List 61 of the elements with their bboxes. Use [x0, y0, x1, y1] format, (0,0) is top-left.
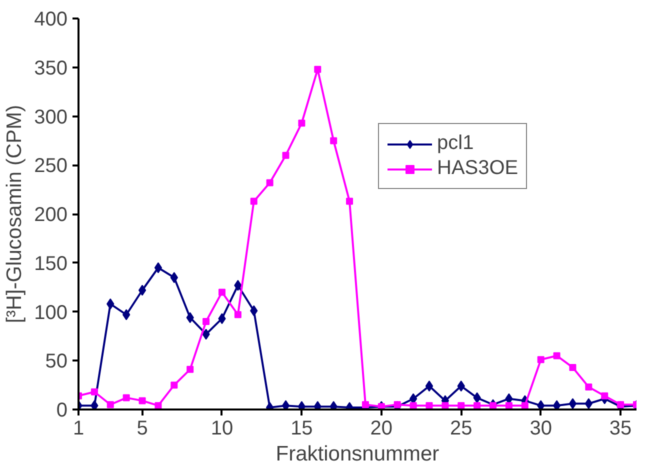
x-tick-label: 20 — [370, 418, 393, 440]
point — [584, 398, 593, 410]
y-tick-label: 200 — [34, 204, 68, 226]
point — [122, 309, 130, 320]
point — [218, 288, 226, 296]
y-tick-label: 400 — [34, 8, 68, 30]
point — [138, 397, 146, 404]
y-tick-label: 350 — [34, 57, 68, 80]
point — [154, 262, 162, 274]
y-tick-label: 0 — [56, 400, 68, 422]
point — [442, 402, 449, 410]
y-tick-label: 250 — [34, 155, 68, 178]
x-tick-label: 10 — [210, 418, 234, 440]
legend-label: HAS3OE — [437, 157, 518, 180]
point — [202, 318, 210, 326]
point — [569, 364, 576, 371]
point — [346, 198, 354, 205]
point — [170, 382, 178, 389]
point — [138, 284, 146, 296]
point — [186, 366, 194, 373]
point — [330, 137, 338, 144]
point — [425, 380, 434, 392]
point — [282, 152, 290, 159]
x-tick-label: 15 — [290, 418, 313, 440]
point — [537, 400, 545, 410]
point — [537, 356, 544, 364]
point — [122, 394, 130, 402]
point — [314, 66, 322, 73]
point — [458, 402, 465, 410]
x-tick-label: 25 — [450, 418, 472, 440]
point — [505, 402, 512, 410]
y-tick-label: 150 — [34, 252, 68, 275]
point — [552, 400, 561, 410]
point — [282, 400, 290, 410]
point — [474, 402, 481, 410]
y-tick-label: 50 — [45, 350, 68, 373]
y-tick-label: 100 — [34, 302, 68, 324]
point — [490, 402, 497, 410]
x-tick-label: 30 — [530, 418, 552, 440]
y-tick-label: 300 — [34, 106, 68, 128]
point — [90, 388, 98, 396]
x-tick-label: 5 — [136, 418, 148, 440]
point — [90, 400, 98, 410]
x-axis-title: Fraktionsnummer — [276, 442, 440, 466]
point — [601, 392, 608, 400]
point — [298, 120, 306, 127]
x-tick-label: 1 — [72, 418, 84, 440]
x-tick-label: 35 — [609, 418, 632, 440]
point — [410, 402, 417, 410]
point — [154, 402, 162, 410]
point — [106, 401, 114, 408]
point — [553, 352, 560, 360]
y-axis-title: [³H]-Glucosamin (CPM) — [3, 104, 26, 324]
point — [234, 311, 242, 318]
point — [585, 384, 592, 391]
point — [250, 198, 258, 205]
legend-label: pcl1 — [437, 132, 474, 155]
point — [266, 179, 274, 186]
point — [521, 402, 528, 410]
point — [568, 398, 577, 410]
point — [426, 402, 433, 410]
